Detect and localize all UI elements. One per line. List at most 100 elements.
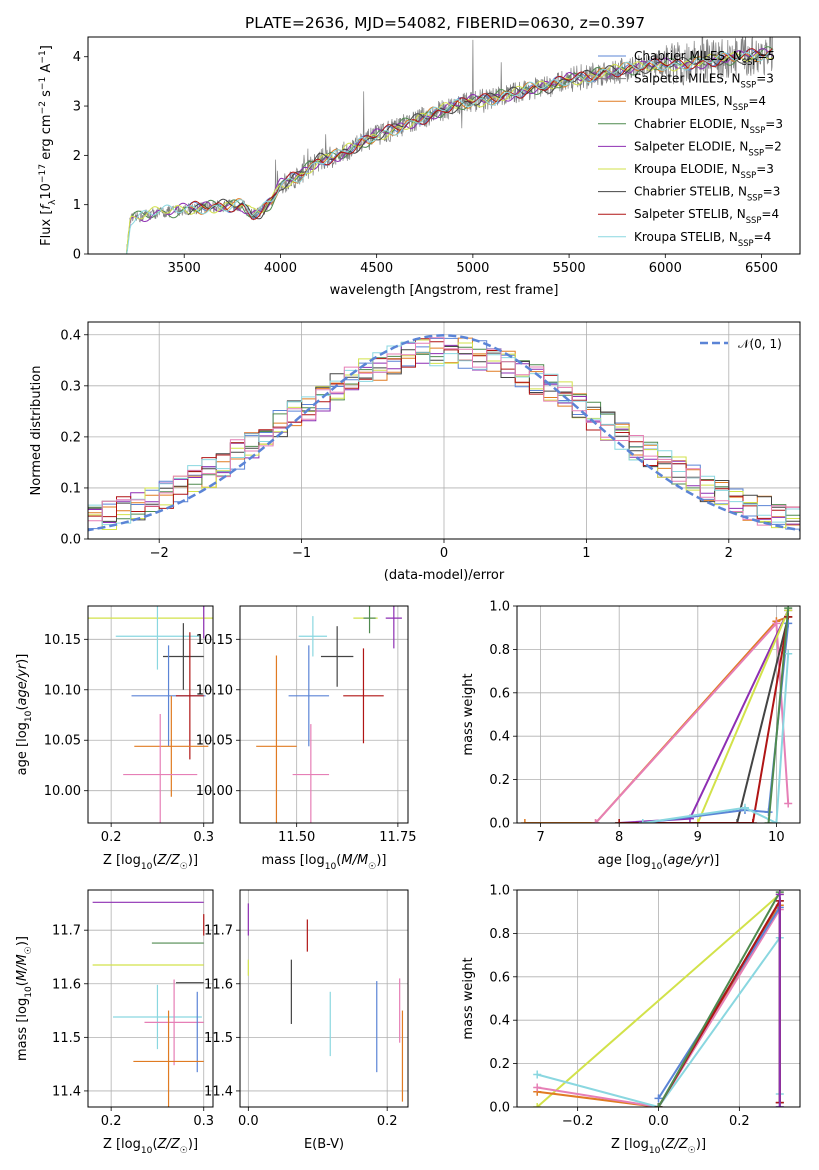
spectrum-model-green: [126, 46, 774, 254]
error-point-orange: [133, 1010, 204, 1107]
mass-weight-line-dark: [619, 616, 790, 823]
mass-weight-line-red: [619, 616, 790, 823]
legend-entry: Chabrier MILES, NSSP=5: [634, 49, 775, 67]
y-tick-label: 11.5: [204, 1031, 233, 1046]
panel-mass-vs-Z: 0.2 0.3 11.4 11.5 11.6 11.7 Z [log10(Z/Z☉)] mas…: [15, 889, 214, 1156]
x-axis-label: E(B-V): [304, 1137, 344, 1152]
error-point-cyan: [115, 606, 200, 670]
y-tick-label: 10.00: [196, 784, 233, 799]
panel-residual-histogram: −2 −1 0 1 2 0.0 0.1 0.2 0.3 0.4 (data-model)/error…: [29, 321, 801, 583]
y-tick-label: 0.0: [489, 1101, 510, 1116]
mass-weight-marker: [784, 619, 793, 628]
y-tick-label: 11.7: [204, 924, 233, 939]
mass-weight-marker: [533, 1070, 542, 1079]
panel-age-vs-Z: 0.2 0.3 10.00 10.05 10.10 10.15 Z [log10(Z/Z☉)…: [15, 605, 214, 872]
y-tick-label: 2: [73, 149, 81, 164]
error-point-red: [343, 648, 384, 744]
y-tick-label: 0.4: [489, 1014, 510, 1029]
x-tick-label: 11.75: [379, 830, 416, 845]
error-point-pink: [144, 979, 204, 1066]
y-tick-label: 11.7: [52, 924, 81, 939]
panel-mass-weight-vs-Z: −0.2 0.0 0.2 0.0 0.2 0.4 0.6 0.8 1.0 Z [log10(Z/Z…: [461, 884, 801, 1156]
mass-weight-marker: [740, 803, 749, 812]
error-point-dark: [320, 626, 354, 687]
y-tick-label: 0.4: [489, 730, 510, 745]
error-point-red: [175, 632, 204, 760]
x-tick-label: 0.2: [101, 1114, 122, 1129]
mass-weight-marker: [775, 1103, 784, 1107]
y-tick-label: 0: [73, 248, 81, 263]
mass-weight-line-pink: [537, 908, 781, 1107]
x-axis-label: (data-model)/error: [384, 568, 505, 583]
y-tick-label: 10.05: [44, 734, 81, 749]
normal-reference-curve: [88, 334, 800, 532]
legend-entry: 𝒩(0, 1): [738, 337, 782, 351]
panel-mass-vs-ebv: 0.0 0.2 11.4 11.5 11.6 11.7: [204, 889, 409, 1129]
mass-weight-marker: [775, 890, 784, 899]
axes-frame: [87, 605, 214, 824]
y-tick-label: 11.4: [52, 1084, 81, 1099]
x-axis-label: age [log10(age/yr)]: [598, 853, 720, 872]
x-axis-label: mass [log10(M/M☉)]: [262, 853, 387, 872]
y-tick-label: 10.05: [196, 734, 233, 749]
x-axis-label: Z [log10(Z/Z☉)]: [103, 853, 198, 872]
x-tick-label: 6500: [745, 261, 778, 276]
x-tick-label: 7: [536, 830, 544, 845]
x-axis-label: wavelength [Angstrom, rest frame]: [330, 283, 559, 298]
x-tick-label: 4500: [360, 261, 393, 276]
x-tick-label: 8: [615, 830, 623, 845]
mass-weight-marker: [784, 606, 793, 613]
error-point-pink: [123, 713, 198, 823]
y-tick-label: 0.8: [489, 643, 510, 658]
mass-weight-marker: [654, 1094, 663, 1103]
y-tick-label: 0.6: [489, 686, 510, 701]
mass-weight-line-green: [657, 891, 781, 1107]
mass-weight-marker: [533, 1083, 542, 1092]
plot-area: [92, 901, 205, 1107]
y-tick-label: 1.0: [489, 884, 510, 899]
y-tick-label: 0.2: [489, 773, 510, 788]
y-axis-label: Flux [fλ10−17 erg cm−2 s−1 A−1]: [38, 45, 58, 246]
error-point-cyan: [113, 984, 202, 1050]
x-tick-label: 0.2: [101, 830, 122, 845]
error-point-purple: [385, 606, 402, 649]
y-tick-label: 3: [73, 100, 81, 115]
legend-entry: Salpeter STELIB, NSSP=4: [634, 207, 779, 225]
y-tick-label: 0.8: [489, 927, 510, 942]
legend-entry: Salpeter MILES, NSSP=3: [634, 72, 774, 90]
y-tick-label: 1.0: [489, 600, 510, 615]
x-tick-label: 10: [768, 830, 785, 845]
axes-frame: [516, 889, 801, 1108]
mass-weight-marker: [784, 799, 793, 808]
plot-area: [533, 890, 784, 1107]
legend-entry: Chabrier ELODIE, NSSP=3: [634, 117, 783, 135]
mass-weight-marker: [638, 819, 647, 823]
y-tick-label: 10.10: [44, 683, 81, 698]
error-point-orange: [256, 655, 297, 823]
y-tick-label: 11.6: [52, 977, 81, 992]
error-point-orange: [134, 695, 209, 797]
mass-weight-line-cyan: [642, 653, 790, 823]
x-tick-label: 5500: [553, 261, 586, 276]
axes-frame: [87, 889, 214, 1108]
spectrum-model-yellow: [126, 52, 774, 254]
mass-weight-marker: [520, 819, 529, 823]
x-tick-label: 9: [694, 830, 702, 845]
panel-age-vs-mass: 11.50 11.75 10.00 10.05 10.10 10.15 mass [log1…: [196, 605, 416, 872]
panel-spectrum: 3500 4000 4500 5000 5500 6000 6500 0 1 2 3 4 wavelen…: [38, 36, 801, 298]
axes-frame: [516, 605, 801, 824]
x-tick-label: −1: [292, 546, 311, 561]
y-tick-label: 10.10: [196, 683, 233, 698]
y-tick-label: 0.0: [489, 817, 510, 832]
mass-weight-line-green: [767, 608, 790, 823]
y-tick-label: 0.3: [60, 379, 81, 394]
x-tick-label: 5000: [456, 261, 489, 276]
y-axis-label: mass weight: [461, 673, 476, 755]
mass-weight-marker: [591, 819, 600, 823]
mass-weight-marker: [772, 819, 781, 823]
y-tick-label: 11.5: [52, 1031, 81, 1046]
x-tick-label: 3500: [168, 261, 201, 276]
y-tick-label: 4: [73, 50, 81, 65]
mass-weight-marker: [654, 1103, 663, 1107]
